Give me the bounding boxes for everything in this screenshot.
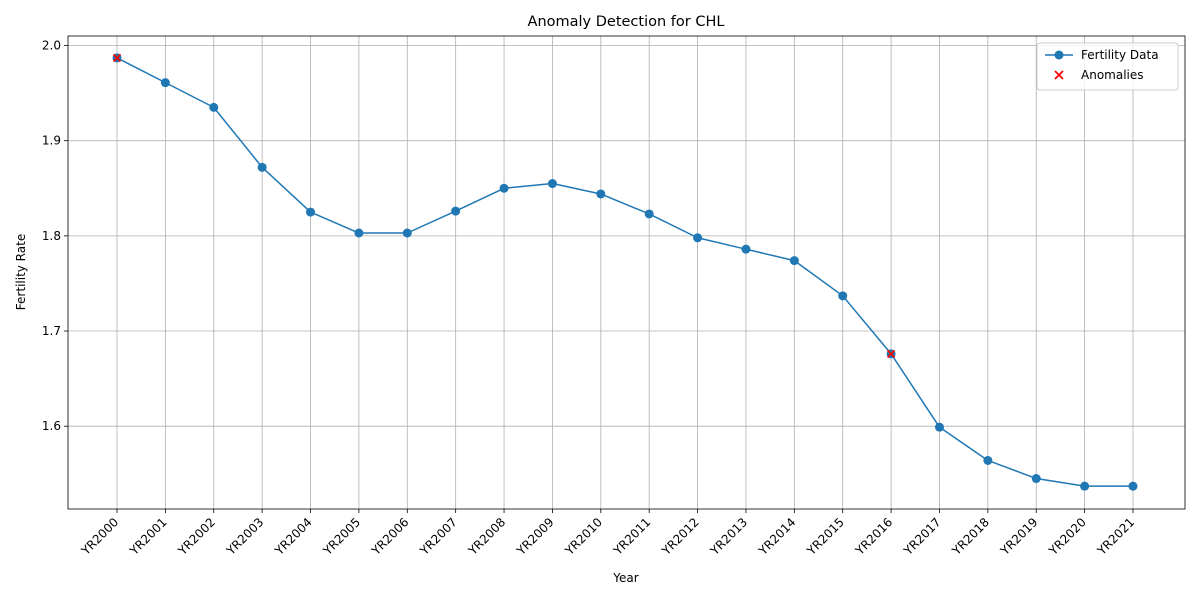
legend-label-fertility-data: Fertility Data	[1081, 48, 1159, 62]
y-tick-label: 2.0	[42, 39, 61, 53]
data-point-fertility	[644, 209, 654, 219]
data-point-fertility	[1080, 481, 1090, 491]
data-point-fertility	[499, 183, 509, 193]
x-axis-label: Year	[612, 571, 638, 585]
data-point-fertility	[160, 78, 170, 88]
data-point-fertility	[934, 422, 944, 432]
y-tick-label: 1.9	[42, 134, 61, 148]
plot-area	[68, 36, 1185, 509]
data-point-fertility	[402, 228, 412, 238]
data-point-fertility	[693, 233, 703, 243]
anomaly-marker	[886, 349, 896, 359]
legend-marker-x	[1054, 70, 1064, 80]
grid	[68, 36, 1185, 509]
chart-title: Anomaly Detection for CHL	[528, 14, 725, 30]
legend-label-anomalies: Anomalies	[1081, 68, 1144, 82]
legend-marker-circle	[1054, 50, 1064, 60]
y-tick-label: 1.6	[42, 419, 61, 433]
anomaly-marker-stroke	[112, 53, 122, 63]
axes-frame	[67, 35, 1186, 510]
y-axis-label: Fertility Rate	[14, 234, 28, 310]
data-point-fertility	[257, 162, 267, 172]
series-layer	[112, 53, 1138, 491]
data-point-fertility	[741, 244, 751, 254]
legend: Fertility Data Anomalies	[1036, 42, 1179, 91]
data-point-fertility	[1031, 474, 1041, 484]
series-line-fertility-data	[116, 57, 1133, 487]
y-axis-ticks: 1.6 1.7 1.8 1.9 2.0	[42, 39, 68, 433]
data-point-fertility	[547, 179, 557, 189]
y-tick-label: 1.8	[42, 229, 61, 243]
data-point-fertility	[451, 206, 461, 216]
data-point-fertility	[209, 102, 219, 112]
y-tick-label: 1.7	[42, 324, 61, 338]
data-point-fertility	[596, 189, 606, 199]
anomaly-marker	[112, 53, 122, 63]
anomaly-marker-stroke	[886, 349, 896, 359]
data-point-fertility	[354, 228, 364, 238]
data-point-fertility	[789, 256, 799, 266]
data-point-fertility	[838, 291, 848, 301]
data-point-fertility	[1128, 481, 1138, 491]
data-point-fertility	[983, 455, 993, 465]
data-point-fertility	[306, 207, 316, 217]
